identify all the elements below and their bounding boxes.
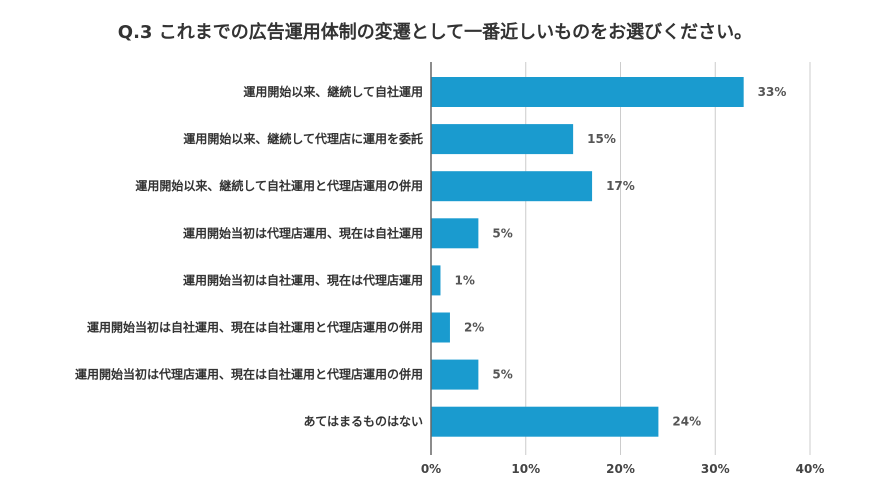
bar	[431, 359, 479, 390]
bar	[431, 77, 744, 107]
category-label: 運用開始以来、継続して自社運用	[243, 84, 423, 99]
data-label: 33%	[758, 85, 787, 99]
x-tick-label: 30%	[701, 462, 730, 476]
bar	[431, 171, 593, 202]
bar	[431, 312, 450, 343]
bar	[431, 265, 441, 296]
data-label: 24%	[672, 415, 701, 429]
x-tick-label: 10%	[511, 462, 540, 476]
category-label: 運用開始当初は自社運用、現在は代理店運用	[183, 272, 423, 287]
data-label: 5%	[492, 226, 512, 240]
bar	[431, 406, 659, 437]
category-label: あてはまるものはない	[303, 415, 423, 429]
bar	[431, 124, 574, 155]
category-label: 運用開始当初は自社運用、現在は自社運用と代理店運用の併用	[87, 320, 423, 335]
category-label: 運用開始以来、継続して自社運用と代理店運用の併用	[135, 178, 423, 193]
data-label: 17%	[606, 179, 635, 193]
data-label: 2%	[464, 321, 484, 335]
category-label: 運用開始当初は代理店運用、現在は自社運用	[183, 225, 423, 240]
category-label: 運用開始以来、継続して代理店に運用を委託	[183, 131, 423, 146]
data-label: 1%	[454, 273, 474, 287]
x-tick-label: 20%	[606, 462, 635, 476]
category-label: 運用開始当初は代理店運用、現在は自社運用と代理店運用の併用	[75, 367, 423, 382]
bar	[431, 218, 479, 249]
data-label: 5%	[492, 368, 512, 382]
data-label: 15%	[587, 132, 616, 146]
x-tick-label: 40%	[796, 462, 825, 476]
x-tick-label: 0%	[421, 462, 441, 476]
chart-title: Q.3 これまでの広告運用体制の変遷として一番近しいものをお選びください。	[117, 22, 753, 43]
